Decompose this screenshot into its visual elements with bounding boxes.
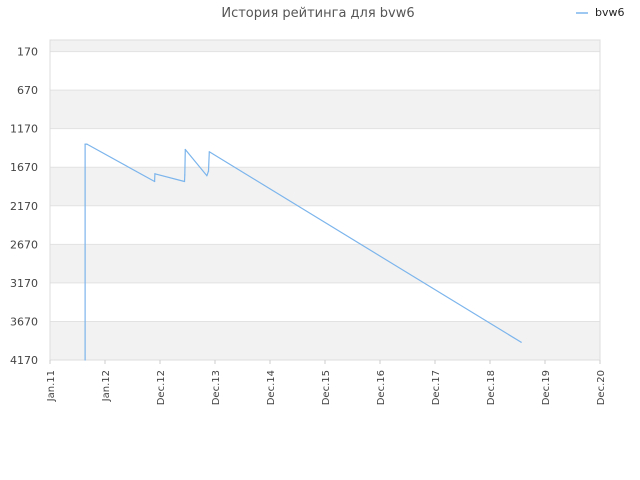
x-tick-label: Dec.17 [431,370,442,405]
x-tick-label: Dec.20 [596,370,607,405]
data-point [520,341,522,343]
x-tick-label: Dec.12 [156,370,167,405]
plot-band [50,51,600,91]
x-tick-label: Dec.14 [266,370,277,405]
plot-band [50,244,600,283]
plot-band [50,321,600,360]
data-point [154,173,156,175]
plot-band [50,205,600,245]
y-tick-label: 4170 [10,354,38,367]
data-point [206,175,208,177]
plot-band [50,90,600,129]
x-axis: Jan.11 Jan.12 Dec.12 Dec.13 Dec.14 Dec.15 Dec.… [46,360,607,405]
y-tick-label: 3170 [10,277,38,290]
y-tick-label: 670 [17,84,38,97]
y-tick-label: 2670 [10,238,38,251]
x-tick-label: Dec.18 [486,370,497,405]
data-point [154,180,156,183]
plot-band [50,40,600,52]
y-tick-label: 1670 [10,161,38,174]
y-tick-label: 2170 [10,200,38,213]
data-point [184,174,186,176]
data-point [184,148,186,151]
x-tick-label: Dec.16 [376,370,387,405]
x-tick-label: Jan.11 [46,370,57,402]
data-point [183,180,186,183]
plot-band [50,167,600,206]
legend[interactable]: bvw6 [576,6,625,19]
data-point [86,143,88,145]
x-tick-label: Dec.13 [211,370,222,405]
y-tick-label: 170 [17,46,38,59]
y-tick-label: 3670 [10,315,38,328]
data-point [84,359,86,361]
x-tick-label: Dec.19 [541,370,552,405]
chart-title: История рейтинга для bvw6 [221,6,414,21]
x-tick-label: Dec.15 [321,370,332,405]
data-point [207,170,210,172]
legend-label-bvw6: bvw6 [595,6,625,19]
series-layer [84,143,522,361]
plot-bands [50,40,600,360]
plot-band [50,128,600,168]
plot-band [50,282,600,322]
y-tick-label: 1170 [10,123,38,136]
data-point [208,151,210,153]
x-tick-label: Jan.12 [101,370,112,402]
data-point [84,143,86,145]
y-axis: 170 670 1170 1670 2170 2670 3170 3670 4170 [10,46,38,367]
